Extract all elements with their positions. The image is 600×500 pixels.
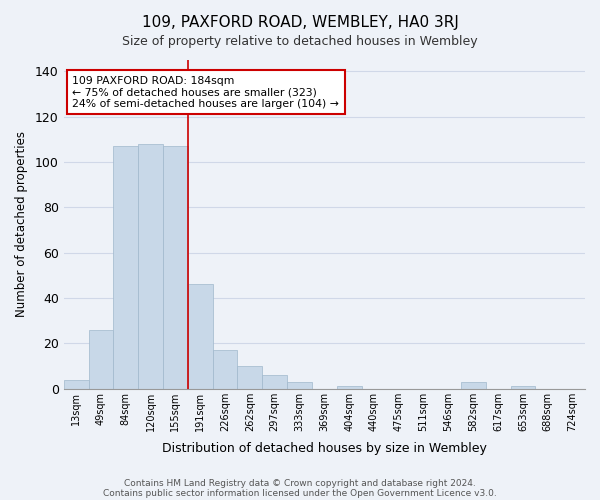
Bar	[89, 330, 113, 388]
Bar	[238, 366, 262, 388]
X-axis label: Distribution of detached houses by size in Wembley: Distribution of detached houses by size …	[162, 442, 487, 455]
Text: Contains HM Land Registry data © Crown copyright and database right 2024.: Contains HM Land Registry data © Crown c…	[124, 478, 476, 488]
Bar	[212, 350, 238, 389]
Bar	[287, 382, 312, 388]
Bar	[113, 146, 138, 388]
Bar	[163, 146, 188, 388]
Text: 109 PAXFORD ROAD: 184sqm
← 75% of detached houses are smaller (323)
24% of semi-: 109 PAXFORD ROAD: 184sqm ← 75% of detach…	[73, 76, 339, 109]
Y-axis label: Number of detached properties: Number of detached properties	[15, 132, 28, 318]
Bar	[461, 382, 486, 388]
Bar	[138, 144, 163, 388]
Bar	[262, 375, 287, 388]
Bar	[337, 386, 362, 388]
Bar	[188, 284, 212, 389]
Text: 109, PAXFORD ROAD, WEMBLEY, HA0 3RJ: 109, PAXFORD ROAD, WEMBLEY, HA0 3RJ	[142, 15, 458, 30]
Bar	[511, 386, 535, 388]
Bar	[64, 380, 89, 388]
Text: Size of property relative to detached houses in Wembley: Size of property relative to detached ho…	[122, 35, 478, 48]
Text: Contains public sector information licensed under the Open Government Licence v3: Contains public sector information licen…	[103, 488, 497, 498]
